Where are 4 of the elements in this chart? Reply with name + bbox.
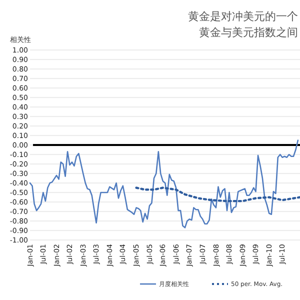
line-series (29, 140, 299, 228)
line-series (135, 186, 300, 202)
chart-subtitle: 黄金与美元指数之间 (199, 26, 298, 39)
chart-title: 黄金是对冲美元的一个 (188, 10, 298, 23)
